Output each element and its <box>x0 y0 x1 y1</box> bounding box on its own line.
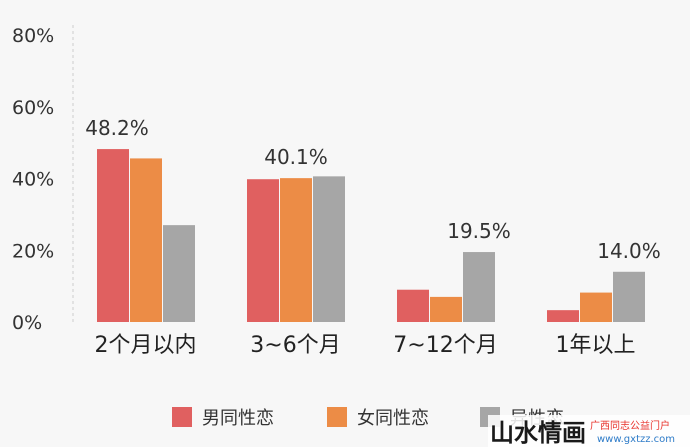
category-label: 1年以上 <box>556 333 636 358</box>
category-label: 3~6个月 <box>250 333 340 358</box>
legend-label: 男同性恋 <box>202 407 274 429</box>
watermark-bg <box>488 415 690 447</box>
bar-1-2 <box>247 179 279 322</box>
category-labels: 2个月以内 3~6个月 7~12个月 1年以上 <box>95 333 636 358</box>
bar-1-3 <box>397 289 429 322</box>
legend-swatch <box>172 407 192 427</box>
watermark-main-text: 山水情画 <box>490 419 586 447</box>
bar-2-2 <box>280 178 312 322</box>
watermark: 山水情画 广西同志公益门户 www.gxtzz.com <box>488 415 690 447</box>
y-tick-label: 40% <box>12 169 54 191</box>
bar-2-1 <box>130 158 162 322</box>
data-labels: 48.2% 40.1% 19.5% 14.0% <box>85 116 661 263</box>
data-label: 40.1% <box>264 145 328 169</box>
bar-1-4 <box>547 310 579 322</box>
data-label: 14.0% <box>597 239 661 263</box>
y-tick-labels: 0% 20% 40% 60% 80% <box>12 25 54 334</box>
data-label: 19.5% <box>447 219 511 243</box>
bar-3-3 <box>463 252 495 322</box>
bar-3-4 <box>613 271 645 322</box>
legend-label: 女同性恋 <box>357 407 429 429</box>
bar-marks <box>97 149 645 322</box>
y-tick-label: 80% <box>12 25 54 47</box>
y-tick-label: 0% <box>12 312 42 334</box>
bar-1-1 <box>97 149 129 322</box>
legend-swatch <box>327 407 347 427</box>
data-label: 48.2% <box>85 116 149 140</box>
y-tick-label: 60% <box>12 97 54 119</box>
bar-2-3 <box>430 296 462 322</box>
watermark-url-text: www.gxtzz.com <box>597 434 675 445</box>
bar-2-4 <box>580 292 612 322</box>
bar-3-2 <box>313 176 345 322</box>
bar-3-1 <box>163 225 195 322</box>
watermark-site-text: 广西同志公益门户 <box>590 419 670 432</box>
y-tick-label: 20% <box>12 240 54 262</box>
category-label: 2个月以内 <box>95 333 197 358</box>
legend: 男同性恋女同性恋异性恋 <box>172 407 564 429</box>
category-label: 7~12个月 <box>393 333 497 358</box>
